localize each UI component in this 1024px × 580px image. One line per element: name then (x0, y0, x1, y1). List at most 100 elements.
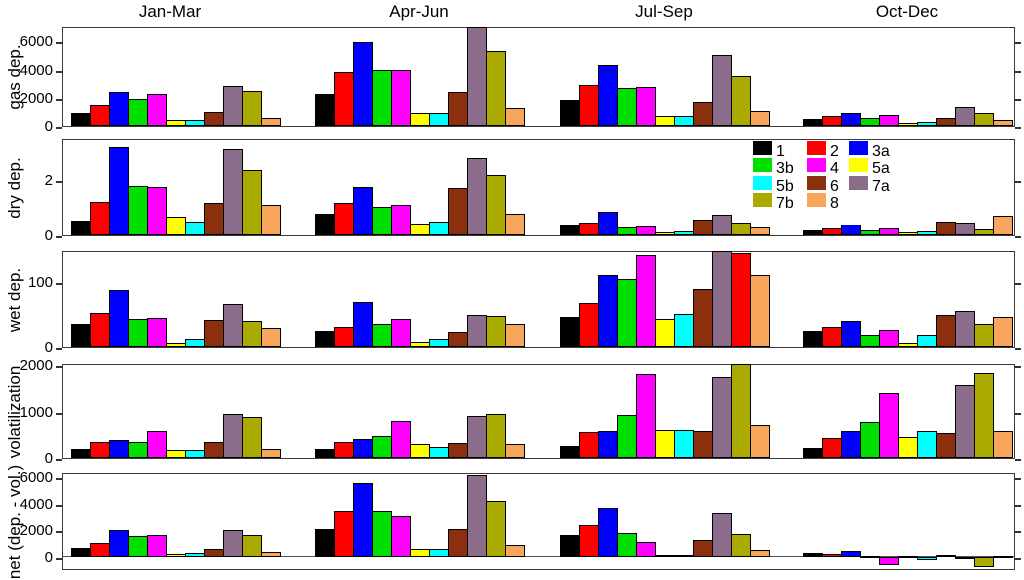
bar-7a (467, 157, 487, 235)
bar-4 (391, 420, 411, 458)
bar-1 (315, 528, 335, 558)
bar-3a (353, 186, 373, 235)
bar-3b (372, 510, 392, 558)
bar-3b (617, 414, 637, 458)
y-tick-label: 0 (44, 339, 53, 356)
bar-7b (731, 75, 751, 126)
bar-group-apr-jun (315, 365, 525, 458)
bar-group-apr-jun (315, 474, 525, 569)
bar-6 (204, 319, 224, 347)
bar-7b (486, 414, 506, 458)
bar-5a (166, 450, 186, 458)
bar-4 (391, 515, 411, 558)
bar-5b (674, 231, 694, 235)
bar-7a (955, 384, 975, 458)
bar-8 (750, 550, 770, 558)
bar-7a (712, 54, 732, 126)
bar-1 (803, 331, 823, 347)
y-tick-mark-left (56, 459, 62, 461)
bar-1 (71, 112, 91, 126)
bar-6 (693, 288, 713, 347)
legend-label-8: 8 (830, 195, 839, 212)
bar-6 (448, 443, 468, 458)
bar-3a (841, 551, 861, 558)
bar-6 (448, 188, 468, 235)
legend-label-5b: 5b (776, 178, 794, 195)
bar-4 (636, 542, 656, 558)
y-tick-mark-right (1015, 180, 1021, 183)
bar-3b (128, 99, 148, 126)
bar-3b (860, 334, 880, 347)
y-tick-label: 0 (44, 227, 53, 244)
bar-8 (505, 545, 525, 558)
bar-6 (693, 220, 713, 235)
y-tick-label: 100 (27, 274, 53, 292)
y-tick-mark-left (56, 42, 62, 45)
bar-4 (391, 319, 411, 347)
bar-5b (917, 557, 937, 560)
bar-2 (334, 326, 354, 347)
bar-7a (223, 530, 243, 558)
bar-6 (693, 431, 713, 458)
bar-1 (315, 449, 335, 458)
bar-7b (242, 416, 262, 458)
bar-4 (147, 187, 167, 235)
bar-2 (90, 441, 110, 458)
bar-8 (750, 110, 770, 126)
subplot-net-dep-vol: net (dep. - vol.) 0 2000 4000 6000 (5, 464, 1021, 579)
bar-7a (712, 512, 732, 558)
bar-2 (579, 303, 599, 347)
legend-swatch-7b (753, 193, 772, 207)
zero-baseline (63, 556, 1014, 558)
y-tick-mark-right (1015, 558, 1021, 561)
bar-7b (974, 557, 994, 567)
bar-2 (579, 432, 599, 458)
bar-7a (467, 315, 487, 347)
bar-7b (974, 112, 994, 126)
bar-4 (636, 86, 656, 126)
bar-8 (993, 556, 1013, 559)
bar-3b (372, 70, 392, 126)
bar-6 (204, 548, 224, 558)
bar-5b (674, 314, 694, 347)
y-tick-label: 6000 (19, 469, 53, 487)
bar-group-jul-sep (560, 474, 770, 569)
bar-1 (803, 230, 823, 235)
bar-2 (334, 202, 354, 235)
y-tick-label: 1000 (19, 403, 53, 421)
y-tick-mark-left (56, 558, 62, 561)
bar-group-oct-dec (803, 252, 1013, 347)
bar-8 (993, 119, 1013, 126)
bar-4 (636, 226, 656, 235)
bar-group-jan-mar (71, 474, 281, 569)
bar-8 (261, 327, 281, 347)
bar-1 (71, 324, 91, 347)
y-tick-mark-left (56, 478, 62, 481)
bar-1 (803, 447, 823, 458)
legend-label-3a: 3a (872, 143, 890, 160)
bar-group-apr-jun (315, 140, 525, 235)
bar-6 (936, 314, 956, 347)
bar-2 (579, 85, 599, 126)
bar-7a (223, 414, 243, 458)
bar-3b (617, 279, 637, 347)
bar-3a (353, 482, 373, 558)
bar-7a (223, 149, 243, 235)
y-tick-mark-left (56, 348, 62, 350)
bar-5b (429, 446, 449, 458)
column-title-apr-jun: Apr-Jun (389, 2, 449, 21)
bar-2 (822, 227, 842, 235)
bar-1 (315, 331, 335, 347)
bar-2 (579, 525, 599, 558)
y-tick-mark-right (1015, 348, 1021, 350)
bar-5b (917, 231, 937, 235)
y-tick-label: 0 (44, 118, 53, 135)
bar-8 (993, 316, 1013, 347)
bar-3a (353, 41, 373, 126)
bar-7b (974, 229, 994, 235)
bar-6 (936, 555, 956, 558)
legend-label-4: 4 (830, 160, 839, 177)
bar-7a (712, 376, 732, 458)
legend-label-7a: 7a (872, 178, 890, 195)
legend-swatch-3b (753, 158, 772, 172)
